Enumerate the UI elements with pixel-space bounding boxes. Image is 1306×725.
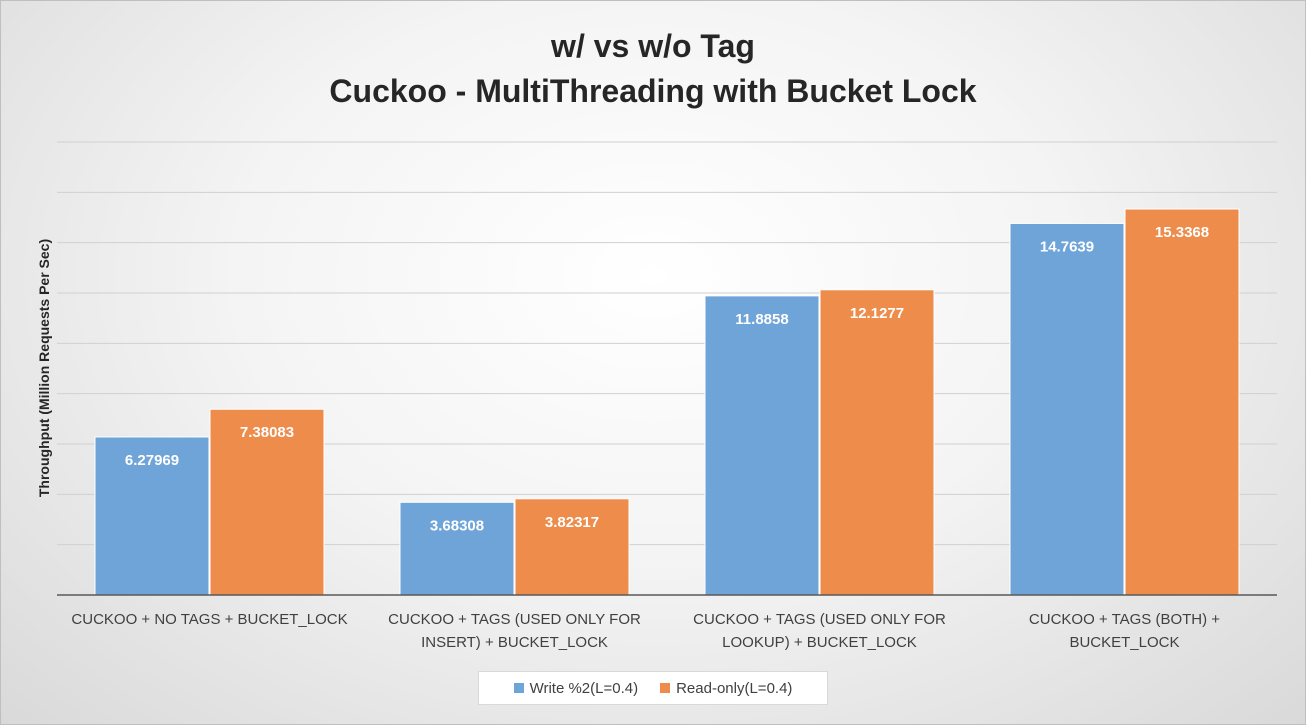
data-label: 6.27969 <box>125 452 179 469</box>
data-label: 7.38083 <box>240 424 294 441</box>
legend-swatch-write <box>513 683 524 693</box>
chart-title: w/ vs w/o Tag <box>551 28 755 64</box>
x-tick-label: CUCKOO + TAGS (USED ONLY FOR LOOKUP) + BU… <box>675 608 965 654</box>
bar-read-only-0 <box>209 408 325 596</box>
bar-read-only-1 <box>514 498 630 596</box>
y-axis-label: Throughput (Million Requests Per Sec) <box>36 238 52 498</box>
x-tick-label-line: LOOKUP) + BUCKET_LOCK <box>722 634 917 651</box>
x-tick-label: CUCKOO + TAGS (BOTH) + BUCKET_LOCK <box>980 608 1270 654</box>
x-tick-label-line: BUCKET_LOCK <box>1069 634 1180 651</box>
legend-label-read: Read-only(L=0.4) <box>676 679 793 697</box>
data-label: 11.8858 <box>735 311 788 328</box>
bar-write-0 <box>94 436 210 596</box>
x-tick-label-line: INSERT) + BUCKET_LOCK <box>421 634 608 651</box>
x-tick-label-line: CUCKOO + TAGS (USED ONLY FOR <box>388 611 641 628</box>
legend: Write %2(L=0.4) Read-only(L=0.4) <box>478 671 828 705</box>
data-label: 3.68308 <box>430 517 484 534</box>
data-label: 3.82317 <box>545 514 599 531</box>
x-tick-label: CUCKOO + NO TAGS + BUCKET_LOCK <box>65 608 355 631</box>
legend-item-read: Read-only(L=0.4) <box>660 680 792 697</box>
x-tick-label-line: CUCKOO + NO TAGS + BUCKET_LOCK <box>71 611 348 628</box>
bar-write-3 <box>1009 222 1125 596</box>
chart-subtitle: Cuckoo - MultiThreading with Bucket Lock <box>329 73 977 109</box>
bar-write-2 <box>704 295 820 596</box>
x-tick-label-line: CUCKOO + TAGS (USED ONLY FOR <box>693 611 946 628</box>
bar-write-1 <box>399 501 515 596</box>
data-label: 12.1277 <box>850 305 904 322</box>
legend-swatch-read <box>660 683 671 693</box>
x-tick-label: CUCKOO + TAGS (USED ONLY FOR INSERT) + BU… <box>370 608 660 654</box>
legend-item-write: Write %2(L=0.4) <box>513 679 639 697</box>
bar-read-only-3 <box>1124 208 1240 596</box>
x-tick-label-line: CUCKOO + TAGS (BOTH) + <box>1028 611 1221 628</box>
data-label: 14.7639 <box>1040 238 1094 255</box>
legend-label-write: Write %2(L=0.4) <box>529 679 639 697</box>
bar-read-only-2 <box>819 289 935 596</box>
data-label: 15.3368 <box>1155 224 1209 241</box>
